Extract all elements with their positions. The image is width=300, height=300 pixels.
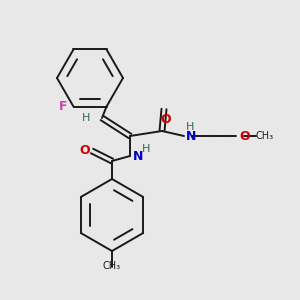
- Text: H: H: [142, 144, 150, 154]
- Text: O: O: [80, 145, 90, 158]
- Text: O: O: [161, 113, 171, 126]
- Text: CH₃: CH₃: [256, 131, 274, 141]
- Text: O: O: [239, 130, 250, 142]
- Text: H: H: [82, 113, 90, 123]
- Text: N: N: [186, 130, 196, 142]
- Text: N: N: [133, 149, 143, 163]
- Text: CH₃: CH₃: [103, 261, 121, 271]
- Text: F: F: [59, 100, 68, 113]
- Text: H: H: [186, 122, 194, 132]
